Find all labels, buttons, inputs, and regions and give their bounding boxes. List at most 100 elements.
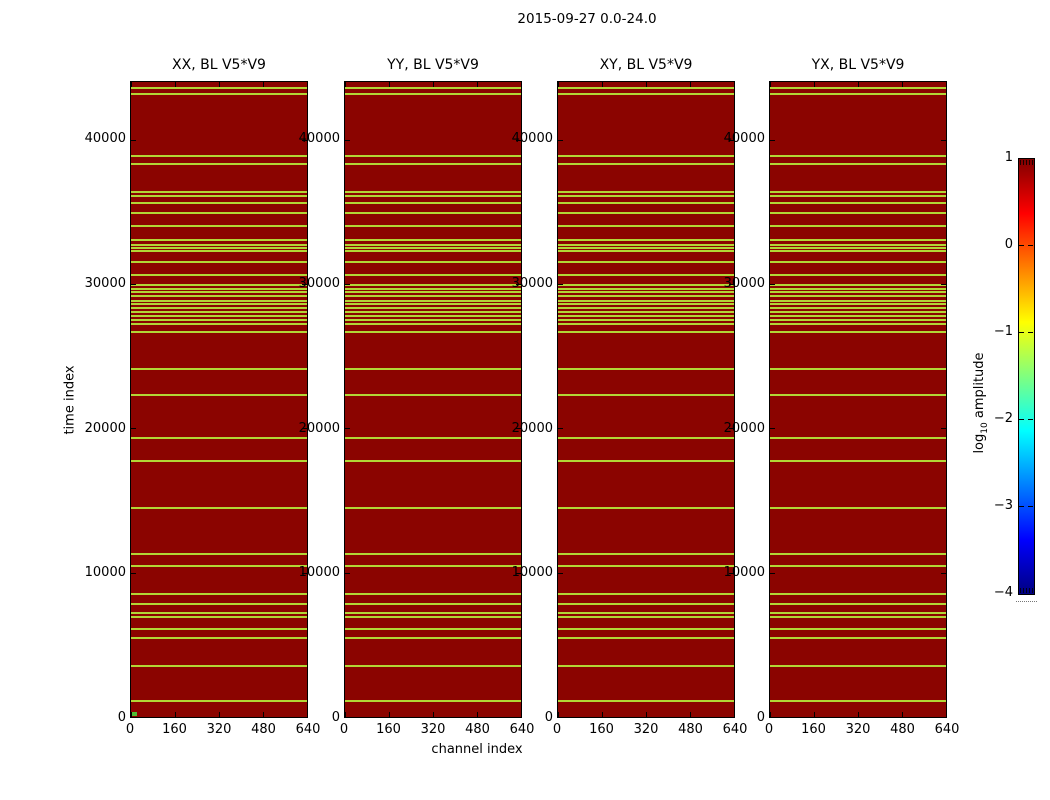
flagged-time-stripe: [770, 314, 946, 317]
flagged-time-stripe: [558, 310, 734, 313]
flagged-time-stripe: [131, 615, 307, 618]
flagged-time-stripe: [345, 191, 521, 193]
y-tick-label: 10000: [84, 565, 126, 581]
y-tick-mark: [729, 428, 734, 430]
flagged-time-stripe: [345, 302, 521, 305]
flagged-time-stripe: [558, 603, 734, 606]
flagged-time-stripe: [131, 628, 307, 631]
y-tick-label: 0: [544, 710, 553, 725]
flagged-time-stripe: [558, 299, 734, 302]
flagged-time-stripe: [558, 290, 734, 293]
x-tick-label: 320: [845, 722, 871, 737]
colorbar-tick-mark: [1019, 419, 1024, 420]
flagged-time-stripe: [558, 87, 734, 90]
flagged-time-stripe: [131, 249, 307, 252]
flagged-time-stripe: [558, 191, 734, 193]
flagged-time-stripe: [345, 249, 521, 252]
flagged-time-stripe: [558, 244, 734, 247]
x-tick-mark: [219, 712, 220, 717]
flagged-time-stripe: [558, 593, 734, 596]
flagged-time-stripe: [131, 322, 307, 325]
flagged-time-stripe: [345, 194, 521, 197]
x-tick-mark: [477, 82, 478, 87]
y-tick-mark: [302, 284, 307, 285]
y-tick-mark: [770, 572, 775, 574]
flagged-time-stripe: [558, 318, 734, 321]
flagged-time-stripe: [131, 224, 307, 227]
y-tick-label: 0: [331, 710, 340, 725]
colorbar-tick-label: 1: [1004, 150, 1013, 165]
flagged-time-stripe: [558, 273, 734, 276]
flagged-time-stripe: [131, 318, 307, 321]
flagged-time-stripe: [770, 310, 946, 313]
flagged-time-stripe: [558, 637, 734, 640]
y-tick-mark: [302, 428, 307, 430]
x-tick-label: 320: [633, 722, 659, 737]
flagged-time-stripe: [345, 437, 521, 440]
flagged-time-stripe: [558, 628, 734, 631]
flagged-time-stripe: [770, 593, 946, 596]
y-tick-mark: [516, 428, 521, 430]
flagged-time-stripe: [770, 194, 946, 197]
x-tick-mark: [814, 712, 815, 717]
flagged-time-stripe: [345, 87, 521, 90]
panel-title: YY, BL V5*V9: [387, 57, 479, 73]
flagged-time-stripe: [558, 249, 734, 252]
y-tick-label: 40000: [84, 130, 126, 146]
y-tick-mark: [302, 572, 307, 574]
figure-title: 2015-09-27 0.0-24.0: [517, 11, 657, 27]
flagged-time-stripe: [770, 299, 946, 302]
flagged-time-stripe: [131, 314, 307, 317]
x-tick-mark: [946, 712, 947, 717]
x-tick-label: 480: [890, 722, 915, 737]
x-tick-mark: [690, 82, 691, 87]
flagged-time-stripe: [131, 302, 307, 305]
x-tick-mark: [521, 82, 522, 87]
x-tick-mark: [602, 82, 603, 87]
x-tick-label: 480: [465, 722, 490, 737]
y-tick-label: 30000: [723, 275, 765, 291]
y-tick-mark: [345, 572, 350, 574]
x-tick-mark: [602, 712, 603, 717]
colorbar-tick-label: −1: [993, 324, 1013, 339]
flagged-time-stripe: [345, 603, 521, 606]
flagged-time-stripe: [558, 194, 734, 197]
flagged-time-stripe: [131, 603, 307, 606]
colorbar-bottom-hatch-marks: [1020, 588, 1033, 593]
flagged-time-stripe: [345, 314, 521, 317]
flagged-time-stripe: [770, 191, 946, 193]
colorbar-dotted-underline: [1016, 601, 1037, 602]
flagged-time-stripe: [770, 665, 946, 667]
y-tick-mark: [516, 139, 521, 141]
y-tick-label: 0: [117, 710, 126, 725]
colorbar-tick-mark: [1028, 506, 1033, 507]
x-tick-label: 0: [764, 722, 774, 737]
flagged-time-stripe: [770, 162, 946, 165]
flagged-time-stripe: [345, 306, 521, 309]
flagged-time-stripe: [770, 318, 946, 321]
panel-title: XX, BL V5*V9: [172, 57, 266, 73]
flagged-time-stripe: [558, 565, 734, 568]
flagged-time-stripe: [770, 700, 946, 702]
colorbar-label: log10 amplitude: [972, 352, 990, 453]
flagged-time-stripe: [558, 224, 734, 227]
colorbar-tick-mark: [1019, 506, 1024, 507]
flagged-time-stripe: [558, 553, 734, 556]
x-tick-mark: [814, 82, 815, 87]
flagged-time-stripe: [770, 306, 946, 309]
flagged-time-stripe: [770, 87, 946, 90]
flagged-time-stripe: [131, 637, 307, 640]
y-tick-mark: [516, 572, 521, 574]
flagged-time-stripe: [131, 665, 307, 667]
heatmap-panel-1: [130, 81, 308, 718]
colorbar-top-hatch-marks: [1020, 160, 1033, 165]
colorbar-label-suffix: amplitude: [972, 352, 988, 423]
flagged-time-stripe: [558, 393, 734, 396]
flagged-time-stripe: [558, 162, 734, 165]
y-tick-mark: [131, 572, 136, 574]
x-tick-label: 160: [589, 722, 614, 737]
flagged-time-stripe: [770, 367, 946, 370]
y-tick-mark: [345, 139, 350, 141]
flagged-time-stripe: [558, 247, 734, 250]
flagged-time-stripe: [131, 162, 307, 165]
